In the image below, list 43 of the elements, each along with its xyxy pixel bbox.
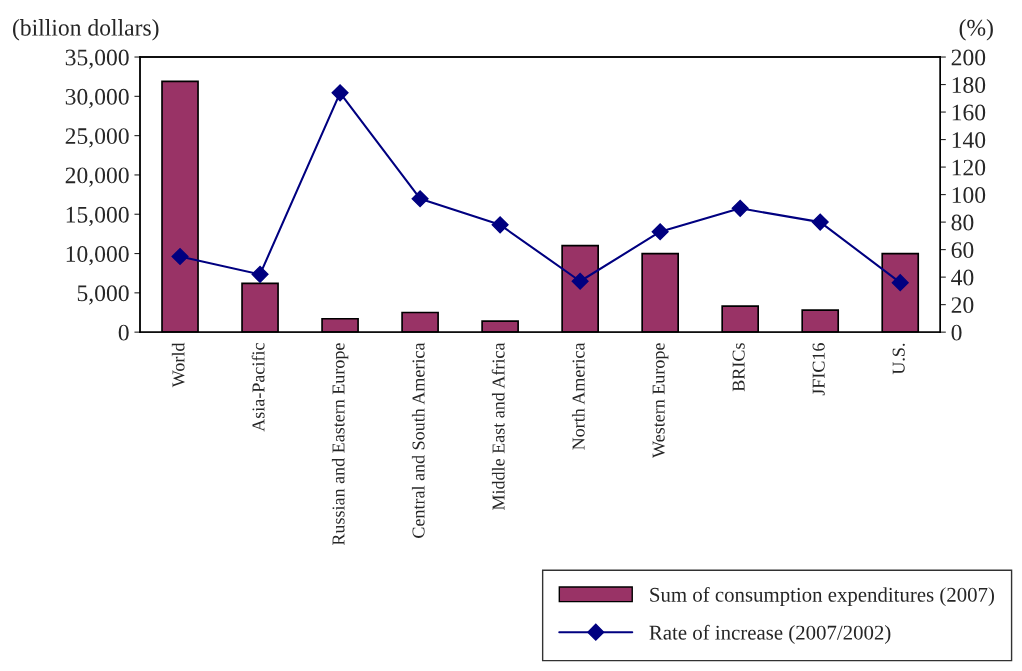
point [651, 223, 669, 241]
y2-tick-label: 20 [951, 297, 974, 314]
y2-tick-label: 180 [952, 77, 986, 93]
y2-tick-label: 60 [951, 242, 974, 259]
y-tick-label: 10,000 [66, 246, 129, 266]
x-tick-label: Middle East and Africa [491, 342, 505, 511]
point [171, 247, 189, 266]
x-tick-label: Central and South America [411, 342, 425, 538]
x-tick-label: World [171, 342, 185, 388]
point [731, 199, 749, 217]
legend-label: Rate of increase (2007/2002) [649, 624, 891, 644]
y2-tick-label: 0 [951, 324, 962, 341]
x-tick-label: U.S. [892, 343, 905, 375]
y-tick-label: 30,000 [65, 88, 129, 109]
x-tick-label: Russian and Eastern Europe [331, 343, 349, 546]
y-tick-label: 15,000 [66, 206, 129, 227]
y2-tick-label: 80 [951, 214, 974, 231]
y-tick-label: 20,000 [65, 167, 129, 187]
point [571, 272, 589, 290]
point [331, 84, 349, 102]
y2-tick-label: 40 [951, 269, 974, 286]
y2-tick-label: 100 [952, 187, 986, 204]
y-tick-label: 25,000 [65, 128, 129, 148]
point [251, 265, 269, 283]
point [811, 213, 829, 231]
y-axis-title: (billion dollars) [13, 19, 159, 41]
y-tick-label: 5,000 [77, 285, 129, 305]
x-tick-label: Asia-Pacific [251, 343, 265, 432]
point [411, 190, 429, 208]
y2-tick-label: 160 [952, 104, 986, 121]
y2-tick-label: 140 [952, 132, 986, 148]
y2-tick-label: 200 [951, 49, 986, 66]
x-tick-label: North America [571, 342, 585, 450]
x-tick-label: BRICs [732, 343, 745, 392]
y2-tick-label: 120 [952, 159, 986, 176]
y2-axis-title: (%) [959, 19, 993, 41]
point [491, 216, 509, 234]
y-tick-label: 35,000 [65, 49, 129, 69]
x-tick-label: JFIC16 [812, 343, 825, 396]
y-tick-label: 0 [118, 324, 129, 341]
legend-label: Sum of consumption expenditures (2007) [650, 586, 994, 607]
x-tick-label: Western Europe [652, 343, 669, 458]
point [891, 274, 909, 292]
